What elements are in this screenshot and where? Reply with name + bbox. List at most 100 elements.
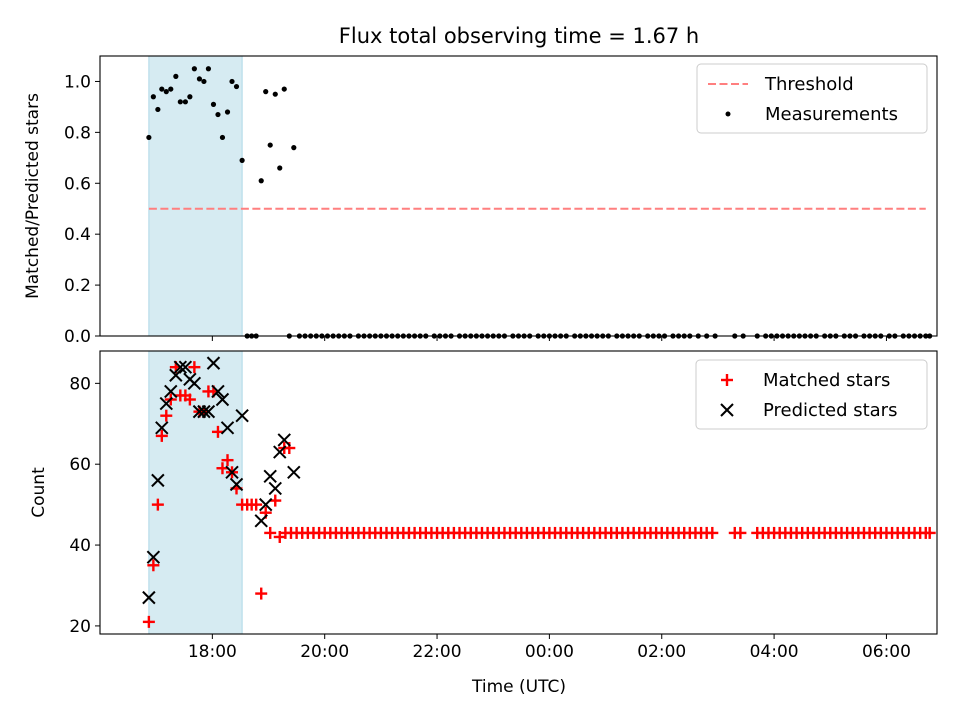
predicted-point [254,514,268,528]
predicted-stars-points [142,356,301,605]
matched-point [151,498,164,511]
y-tick-label: 0.8 [64,123,91,143]
predicted-point [142,590,156,605]
measurement-point [146,134,152,141]
measurement-point [150,94,156,100]
predicted-point [164,384,178,399]
matched-point [147,559,160,572]
measurement-point [229,78,235,85]
x-tick-label: 06:00 [862,642,911,662]
predicted-point [259,497,273,512]
x-tick-label: 02:00 [637,642,686,662]
count-y-label: Count [29,467,49,518]
count-legend-box [695,359,928,430]
predicted-point [201,404,216,419]
measurement-point [263,89,269,95]
y-tick-label: 0.0 [64,327,91,347]
matched-point [734,526,747,539]
matched-stars-points [142,361,936,628]
legend-predicted-label: Predicted stars [763,400,897,421]
matched-point [264,526,277,539]
y-tick-label: 0.2 [64,276,91,296]
matched-point [221,454,234,467]
predicted-point [187,376,202,391]
predicted-point [178,360,193,374]
measurement-point [187,94,193,100]
predicted-point [225,465,239,479]
matched-point [706,526,719,539]
count-panel: 20 40 60 80 18:00 20:00 22:00 00:00 02:00 04:00 0… [29,350,938,697]
x-tick-label: 22:00 [413,642,462,662]
predicted-point [215,392,230,407]
legend-matched-label: Matched stars [763,370,890,391]
x-tick-label: 04:00 [750,642,799,662]
measurement-point [177,99,183,105]
predicted-point [273,445,287,459]
matched-point [269,494,282,507]
predicted-point [197,404,211,419]
legend-matched-swatch [721,374,733,386]
legend-measurements-label: Measurements [765,104,898,125]
measurement-point [163,89,169,95]
measurement-point [155,106,161,113]
measurement-point [182,99,188,105]
ratio-panel: 0.0 0.2 0.4 0.6 0.8 1.0 Matched/Predicted sta… [23,55,938,347]
measurement-point [233,83,240,90]
legend-predicted-swatch [720,403,734,417]
matched-point [155,429,168,442]
predicted-point [146,550,161,564]
predicted-point [173,360,188,374]
ratio-y-label: Matched/Predicted stars [23,93,43,299]
measurement-point [272,91,278,97]
measurement-point [267,142,273,148]
predicted-point [151,473,165,488]
measurement-point [224,109,231,115]
predicted-point [268,481,282,496]
matched-point [188,361,201,374]
measurement-point [291,145,297,151]
measurement-point [210,101,217,107]
y-tick-label: 60 [69,455,91,475]
y-tick-label: 0.6 [64,174,91,194]
measurement-point [168,86,174,92]
time-x-label: Time (UTC) [471,677,566,697]
ratio-legend-box [696,63,928,134]
predicted-point [220,421,235,435]
measurement-point [219,134,226,141]
measurement-point [173,73,179,79]
matched-point [160,409,173,422]
measurement-point [281,86,287,92]
matched-point [255,587,268,600]
predicted-point [155,421,169,435]
ratio-panel-frame [99,55,938,337]
legend-measurements-swatch [725,111,731,117]
x-tick-label: 18:00 [188,642,237,662]
count-legend: Matched stars Predicted stars [695,359,928,430]
y-tick-label: 40 [69,536,91,556]
matched-point [250,498,263,511]
measurement-point [277,165,283,171]
x-tick-label: 20:00 [300,642,349,662]
matched-point [211,425,224,438]
count-y-axis: 20 40 60 80 [69,374,100,637]
x-tick-label: 00:00 [525,642,574,662]
matched-point [923,526,936,539]
count-x-axis: 18:00 20:00 22:00 00:00 02:00 04:00 06:00 [188,634,911,662]
predicted-point [277,433,291,447]
y-tick-label: 80 [69,374,91,394]
observing-window-span [148,55,243,337]
predicted-point [211,384,225,399]
count-panel-frame [99,350,938,635]
measurement-point [201,78,207,85]
predicted-point [229,477,244,492]
y-tick-label: 1.0 [64,72,91,92]
figure-title: Flux total observing time = 1.67 h [339,24,699,48]
predicted-point [263,469,277,484]
predicted-point [169,368,183,382]
measurement-point [215,111,221,118]
predicted-point [159,396,173,411]
y-tick-label: 0.4 [64,225,91,245]
measurement-point [205,66,212,72]
ratio-legend: Threshold Measurements [696,63,928,134]
